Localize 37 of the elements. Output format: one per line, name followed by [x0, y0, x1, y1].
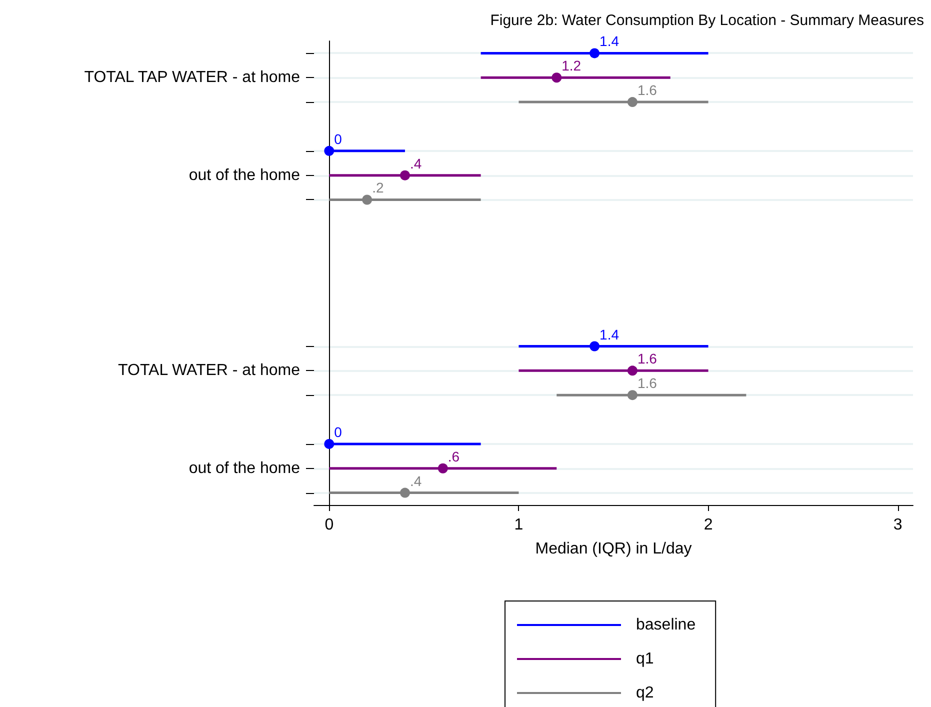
data-label: .2 [372, 180, 384, 196]
point [627, 390, 638, 400]
point [627, 366, 638, 376]
x-axis-title: Median (IQR) in L/day [535, 540, 692, 558]
x-tick-label: 1 [514, 516, 524, 534]
y-tick-label: out of the home [188, 460, 300, 477]
data-label: 0 [334, 130, 342, 147]
point [590, 341, 600, 352]
x-tick-label: 0 [324, 516, 334, 534]
point [552, 72, 562, 83]
text: q1 [636, 650, 654, 668]
y-tick-label: out of the home [188, 166, 300, 184]
chart-title: Figure 2b: Water Consumption By Location - Summary Measures [490, 12, 924, 29]
point [400, 488, 410, 498]
point [400, 170, 410, 180]
y-tick-label: TOTAL WATER - at home [118, 362, 300, 380]
text: baseline [636, 616, 696, 634]
point [590, 48, 600, 58]
point [362, 194, 372, 205]
data-label: .4 [410, 155, 422, 172]
data-label: .4 [410, 472, 422, 489]
y-tick-label: TOTAL TAP WATER - at home [84, 69, 300, 86]
x-tick-label: 2 [704, 516, 713, 534]
data-label: .6 [448, 448, 460, 464]
x-tick-label: 3 [893, 516, 902, 534]
data-label: 1.6 [637, 350, 658, 367]
data-label: 1.6 [637, 82, 658, 98]
data-label: 1.6 [637, 375, 658, 392]
data-label: 0 [334, 424, 342, 440]
data-label: 1.4 [600, 326, 620, 342]
point [627, 97, 638, 108]
text: q2 [636, 684, 654, 702]
point [324, 146, 334, 156]
data-label: 1.2 [562, 58, 582, 74]
data-label: 1.4 [600, 33, 620, 50]
point [324, 438, 334, 449]
point [438, 463, 448, 474]
